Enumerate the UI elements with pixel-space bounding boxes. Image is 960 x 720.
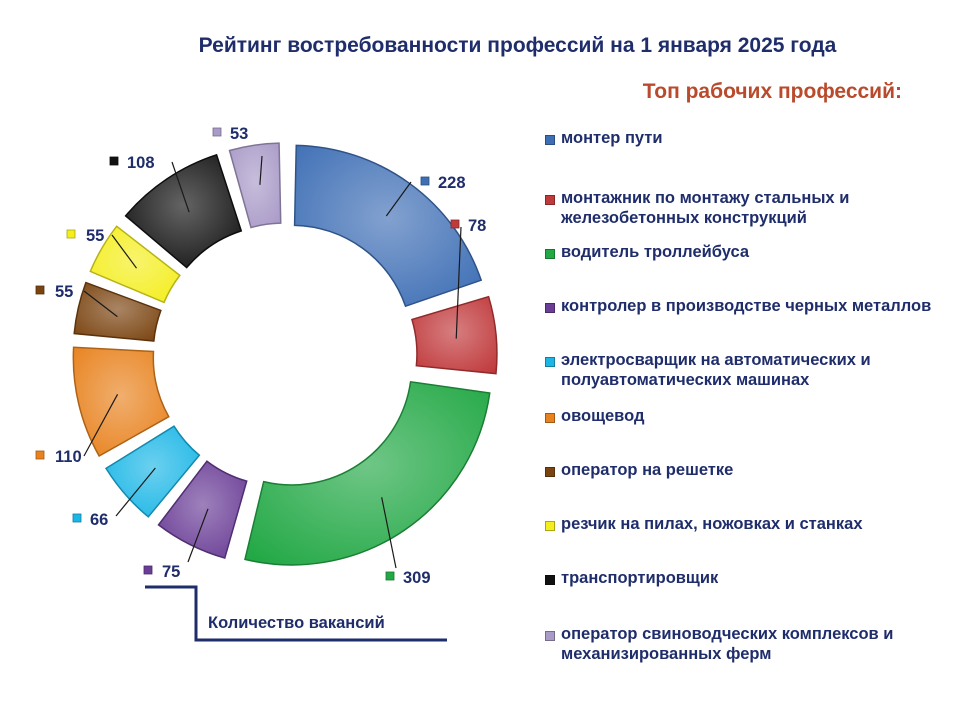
- value-label-1: 228: [438, 174, 466, 192]
- legend-label: оператор свиноводческих комплексов и мех…: [561, 625, 894, 663]
- value-label-swatch-9: [109, 156, 119, 166]
- legend-label: водитель троллейбуса: [561, 243, 750, 261]
- slices-group: [72, 142, 498, 566]
- value-label-5: 66: [90, 511, 108, 529]
- value-label-swatch-6: [35, 450, 45, 460]
- legend-swatch: [545, 575, 555, 585]
- legend-label: монтер пути: [561, 129, 663, 147]
- value-label-swatch-7: [35, 285, 45, 295]
- value-label-10: 53: [230, 125, 248, 143]
- chart-title: Рейтинг востребованности профессий на 1 …: [198, 34, 837, 57]
- slice-2: [411, 295, 498, 375]
- legend-label: овощевод: [561, 407, 645, 425]
- leader-line-4: [187, 508, 209, 563]
- slice-1: [293, 144, 483, 308]
- slice-10: [228, 142, 282, 229]
- value-label-7: 55: [55, 283, 73, 301]
- value-label-swatch-8: [66, 229, 76, 239]
- legend-swatch: [545, 249, 555, 259]
- value-label-swatch-4: [143, 565, 153, 575]
- slice-7: [73, 281, 162, 342]
- legend-swatch: [545, 303, 555, 313]
- leader-line-6: [83, 394, 119, 457]
- legend-swatch: [545, 195, 555, 205]
- leader-line-7: [83, 290, 118, 318]
- legend-swatch: [545, 413, 555, 423]
- slice-6: [72, 346, 170, 458]
- slice-3: [244, 380, 491, 566]
- legend-label: транспортировщик: [561, 569, 719, 587]
- legend-label: электросварщик на автоматических и полуа…: [561, 351, 871, 389]
- value-label-8: 55: [86, 227, 104, 245]
- value-label-swatch-5: [72, 513, 82, 523]
- value-label-6: 110: [55, 448, 82, 466]
- legend-swatch: [545, 357, 555, 367]
- value-label-3: 309: [403, 569, 431, 587]
- legend-label: монтажник по монтажу стальных и железобе…: [561, 189, 850, 227]
- value-label-swatch-3: [385, 571, 395, 581]
- legend-label: резчик на пилах, ножовках и станках: [561, 515, 863, 533]
- value-label-2: 78: [468, 217, 486, 235]
- leader-line-9: [171, 161, 190, 213]
- leader-lines-group: [83, 155, 462, 569]
- legend-label: оператор на решетке: [561, 461, 734, 479]
- value-label-9: 108: [127, 154, 155, 172]
- chart-subtitle: Топ рабочих профессий:: [642, 80, 902, 103]
- value-label-swatch-2: [450, 219, 460, 229]
- slice-8: [89, 225, 181, 304]
- legend-swatch: [545, 631, 555, 641]
- caption-bracket: [145, 585, 447, 642]
- value-label-swatch-10: [212, 127, 222, 137]
- value-labels-group: 228 78 309 75 66 110 55 55 108 53: [35, 125, 486, 587]
- leader-line-1: [385, 181, 412, 217]
- slice-4: [157, 460, 248, 559]
- legend-swatch: [545, 521, 555, 531]
- leader-line-5: [115, 467, 156, 517]
- legend-swatch: [545, 467, 555, 477]
- leader-line-3: [381, 497, 397, 569]
- value-label-4: 75: [162, 563, 180, 581]
- value-label-swatch-1: [420, 176, 430, 186]
- chart-caption: Количество вакансий: [208, 614, 385, 632]
- slice-9: [124, 153, 243, 269]
- leader-line-2: [455, 226, 462, 339]
- leader-line-10: [259, 155, 263, 185]
- legend-swatch: [545, 135, 555, 145]
- leader-line-8: [111, 234, 138, 269]
- legend-label: контролер в производстве черных металлов: [561, 297, 932, 315]
